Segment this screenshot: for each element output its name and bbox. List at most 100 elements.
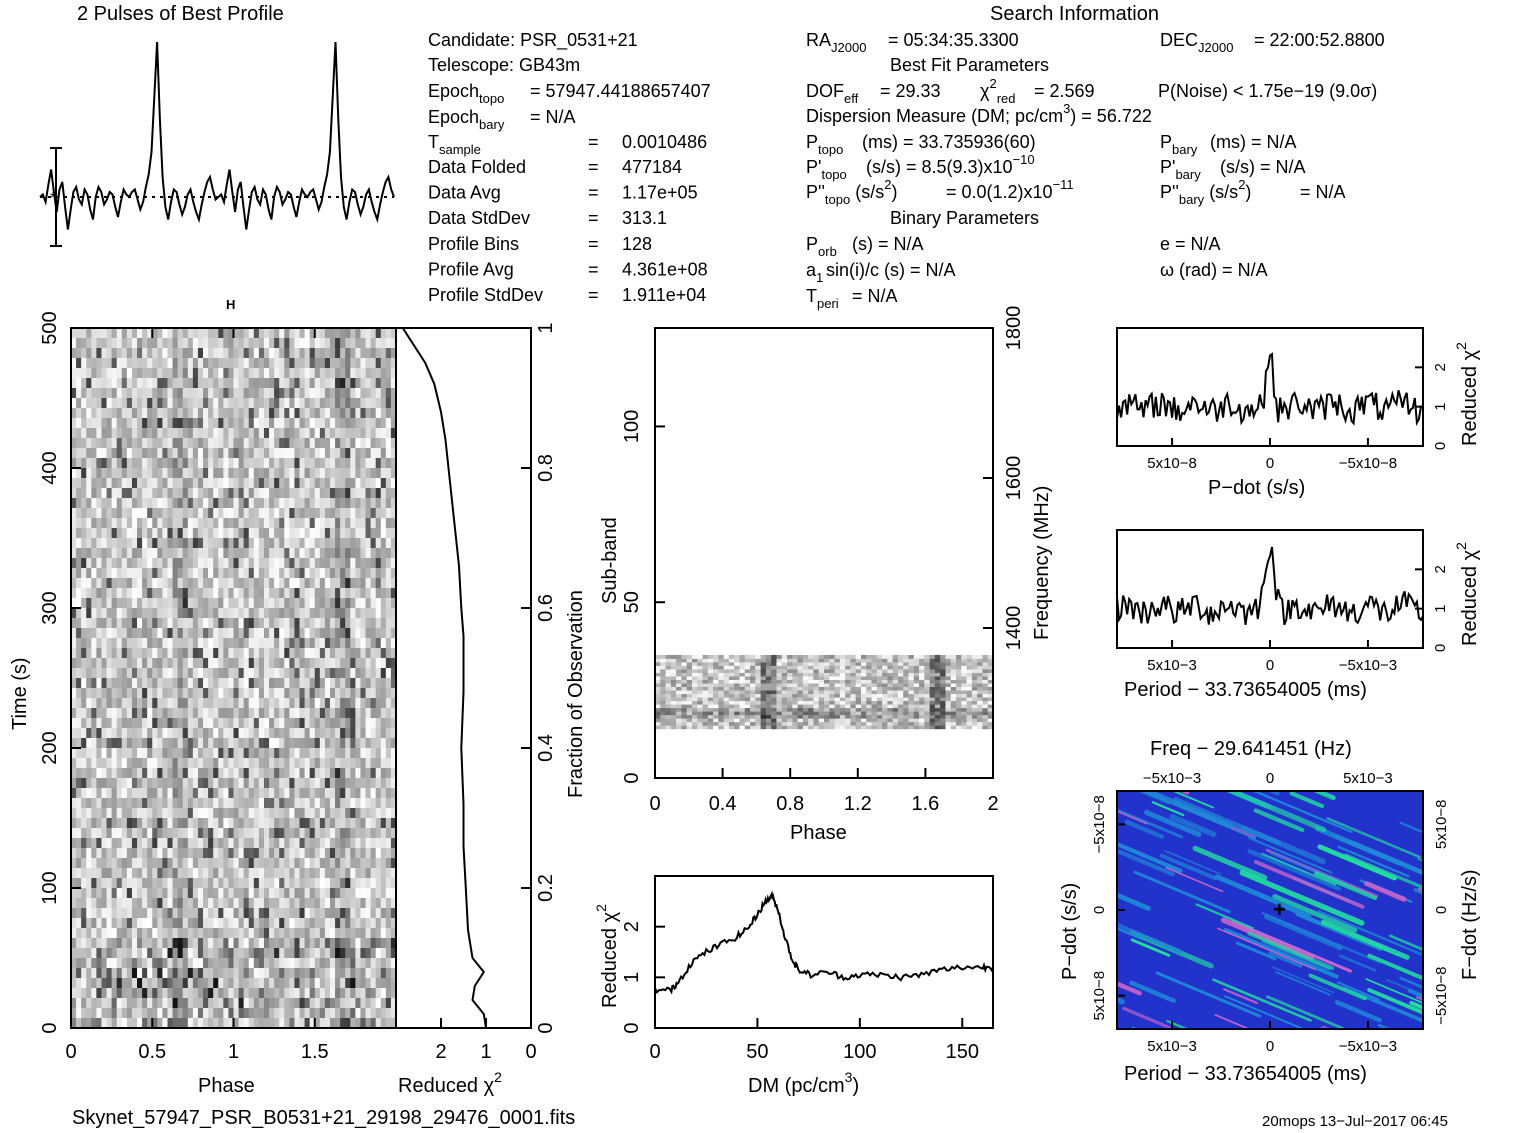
time-phase-pixel xyxy=(71,658,77,669)
subband-pixel xyxy=(945,725,952,730)
time-phase-pixel xyxy=(350,808,356,819)
time-phase-pixel xyxy=(218,508,224,519)
time-phase-pixel xyxy=(258,828,265,839)
time-phase-pixel xyxy=(111,818,118,829)
time-phase-pixel xyxy=(101,918,107,929)
time-phase-pixel xyxy=(370,988,377,999)
info-right: RAJ2000 = 05:34:35.3300 DECJ2000 = 22:00… xyxy=(806,30,1385,311)
time-phase-pixel xyxy=(187,628,194,639)
time-phase-pixel xyxy=(147,988,153,999)
time-phase-pixel xyxy=(157,388,163,399)
time-phase-pixel xyxy=(121,388,128,399)
time-phase-pixel xyxy=(121,758,128,769)
time-phase-pixel xyxy=(182,348,189,359)
time-phase-pixel xyxy=(370,538,377,549)
time-phase-pixel xyxy=(263,978,270,989)
time-phase-pixel xyxy=(71,648,77,659)
time-phase-pixel xyxy=(335,438,341,449)
subband-pixel xyxy=(824,711,830,716)
time-phase-pixel xyxy=(152,678,158,689)
time-phase-pixel xyxy=(248,918,255,929)
time-phase-pixel xyxy=(223,908,229,919)
time-phase-pixel xyxy=(167,328,173,339)
time-phase-pixel xyxy=(142,688,148,699)
time-phase-pixel xyxy=(152,358,158,369)
time-phase-pixel xyxy=(157,698,163,709)
time-phase-pixel xyxy=(218,818,224,829)
time-phase-pixel xyxy=(177,688,184,699)
time-phase-pixel xyxy=(269,958,275,969)
time-phase-pixel xyxy=(238,928,245,939)
time-phase-pixel xyxy=(208,808,214,819)
time-phase-pixel xyxy=(345,958,351,969)
time-phase-pixel xyxy=(172,468,179,479)
time-phase-pixel xyxy=(345,468,351,479)
time-phase-pixel xyxy=(289,488,295,499)
time-phase-pixel xyxy=(355,378,361,389)
time-phase-pixel xyxy=(101,638,107,649)
time-phase-pixel xyxy=(192,978,199,989)
time-phase-pixel xyxy=(274,918,280,929)
time-phase-pixel xyxy=(380,688,387,699)
time-phase-pixel xyxy=(76,868,82,879)
subband-pixel xyxy=(829,718,835,723)
time-phase-pixel xyxy=(233,728,239,739)
time-phase-pixel xyxy=(314,768,321,779)
time-phase-pixel xyxy=(258,548,265,559)
time-phase-pixel xyxy=(390,338,397,349)
time-phase-pixel xyxy=(340,508,346,519)
time-phase-pixel xyxy=(340,688,346,699)
time-phase-pixel xyxy=(111,838,118,849)
time-phase-pixel xyxy=(233,908,239,919)
time-phase-pixel xyxy=(360,728,366,739)
time-phase-pixel xyxy=(218,768,224,779)
time-phase-pixel xyxy=(187,928,194,939)
time-phase-pixel xyxy=(157,618,163,629)
time-phase-pixel xyxy=(157,998,163,1009)
time-phase-pixel xyxy=(197,968,204,979)
time-phase-pixel xyxy=(253,488,260,499)
subband-pixel xyxy=(660,711,666,716)
time-phase-pixel xyxy=(289,338,295,349)
time-phase-pixel xyxy=(208,718,214,729)
time-phase-pixel xyxy=(101,758,107,769)
time-phase-pixel xyxy=(258,428,265,439)
time-phase-pixel xyxy=(116,448,123,459)
time-phase-pixel xyxy=(172,708,179,719)
subband-pixel xyxy=(871,711,878,716)
time-phase-pixel xyxy=(162,348,168,359)
time-phase-pixel xyxy=(182,948,189,959)
time-phase-pixel xyxy=(279,528,285,539)
time-phase-pixel xyxy=(208,588,214,599)
time-phase-pixel xyxy=(116,798,123,809)
time-phase-pixel xyxy=(157,358,163,369)
time-phase-pixel xyxy=(319,378,326,389)
time-phase-pixel xyxy=(243,348,250,359)
time-phase-pixel xyxy=(203,468,209,479)
time-phase-pixel xyxy=(289,358,295,369)
time-phase-pixel xyxy=(248,728,255,739)
time-phase-pixel xyxy=(263,868,270,879)
chi2-fraction-xlabel: Reduced χ2 xyxy=(398,1069,502,1097)
time-phase-pixel xyxy=(248,748,255,759)
time-phase-pixel xyxy=(355,408,361,419)
time-phase-pixel xyxy=(355,648,361,659)
time-phase-pixel xyxy=(380,358,387,369)
time-phase-pixel xyxy=(350,628,356,639)
time-phase-pixel xyxy=(243,988,250,999)
time-phase-pixel xyxy=(81,578,87,589)
subband-pixel xyxy=(655,714,661,719)
time-phase-pixel xyxy=(81,768,87,779)
time-phase-pixel xyxy=(355,928,361,939)
time-phase-pixel xyxy=(253,428,260,439)
time-phase-pixel xyxy=(375,728,382,739)
time-phase-pixel xyxy=(71,918,77,929)
time-phase-pixel xyxy=(284,388,290,399)
time-phase-pixel xyxy=(101,478,107,489)
time-phase-pixel xyxy=(324,768,331,779)
time-phase-pixel xyxy=(233,478,239,489)
time-phase-pixel xyxy=(197,438,204,449)
time-phase-pixel xyxy=(253,508,260,519)
time-phase-pixel xyxy=(304,948,311,959)
time-phase-pixel xyxy=(187,328,194,339)
